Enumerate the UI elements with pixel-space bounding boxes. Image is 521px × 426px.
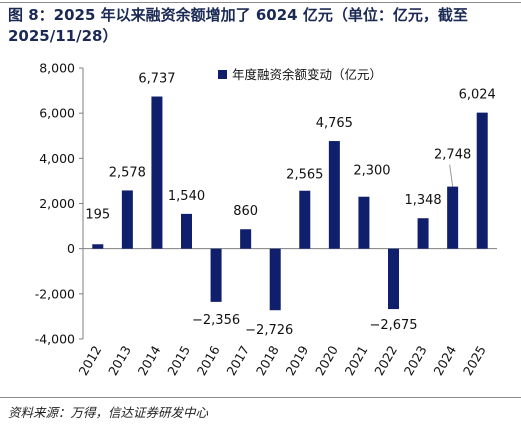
bar-2021 [358,196,370,249]
y-tick-label-1: -2,000 [35,286,75,301]
bar-2015 [181,213,192,249]
data-label-2012: 195 [85,207,110,222]
x-tick-label-2024: 2024 [430,343,459,378]
x-tick-label-2023: 2023 [401,343,430,378]
x-tick-label-2017: 2017 [223,343,252,378]
x-tick-label-2012: 2012 [75,343,104,378]
data-label-2021: 2,300 [353,164,390,179]
y-tick-label-5: 6,000 [39,106,75,121]
data-label-2013: 2,578 [109,165,146,180]
bar-2013 [121,190,133,249]
x-tick-label-2019: 2019 [282,343,311,378]
y-tick-label-4: 4,000 [39,151,75,166]
x-tick-label-2020: 2020 [312,343,341,378]
x-tick-label-2022: 2022 [371,343,400,378]
bar-2019 [299,190,311,249]
data-label-2022: −2,675 [369,318,417,333]
bar-2012 [92,244,104,249]
bar-2023 [417,218,429,249]
data-label-2015: 1,540 [168,189,205,204]
legend-label: 年度融资余额变动（亿元） [232,67,382,82]
y-tick-label-6: 8,000 [39,61,75,76]
data-label-2016: −2,356 [192,313,240,328]
bar-2017 [240,229,252,249]
data-label-2014: 6,737 [138,72,175,87]
source-note: 资料来源：万得，信达证券研发中心 [8,405,209,420]
y-tick-label-2: 0 [67,241,75,256]
bottom-rule [0,397,521,398]
legend-swatch [218,70,227,79]
bar-2014 [151,96,163,249]
x-tick-label-2013: 2013 [105,343,134,378]
bar-2018 [269,248,281,311]
y-tick-label-3: 2,000 [39,196,75,211]
leader-line-2024 [449,164,454,187]
chart-bars [92,96,488,311]
x-tick-label-2014: 2014 [135,343,164,378]
x-tick-label-2016: 2016 [194,343,223,378]
chart-data-labels: 195 2,578 6,737 1,540 −2,356 860 −2,726 2,565 4,… [85,72,495,339]
data-label-2023: 1,348 [404,193,441,208]
x-tick-label-2025: 2025 [460,343,489,378]
bar-2016 [210,248,222,302]
bar-2024 [447,186,459,249]
x-tick-label-2015: 2015 [164,343,193,378]
data-label-2020: 4,765 [316,116,353,131]
data-label-2025: 6,024 [459,88,496,103]
chart-title: 图 8：2025 年以来融资余额增加了 6024 亿元（单位：亿元，截至 202… [8,6,468,45]
top-rule [0,2,521,3]
x-tick-label-2021: 2021 [342,343,371,378]
y-tick-label-0: -4,000 [35,332,75,347]
x-tick-label-2018: 2018 [253,343,282,378]
data-label-2018: −2,726 [245,323,293,338]
data-label-2017: 860 [233,204,258,219]
bar-2022 [388,248,399,310]
data-label-2024: 2,748 [434,148,471,163]
bar-2025 [476,112,488,249]
data-label-2019: 2,565 [286,168,323,183]
chart-legend: 年度融资余额变动（亿元） [218,67,382,82]
bar-2020 [328,141,340,249]
